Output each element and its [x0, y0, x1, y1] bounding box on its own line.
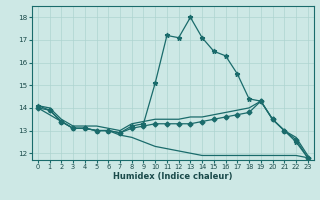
- X-axis label: Humidex (Indice chaleur): Humidex (Indice chaleur): [113, 172, 233, 181]
